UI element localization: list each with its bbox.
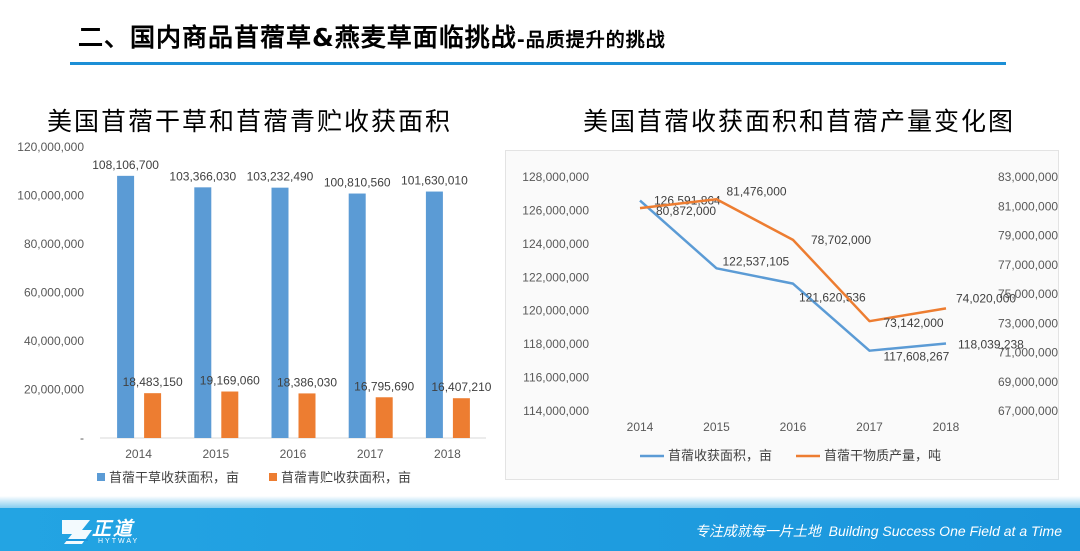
bar <box>452 398 470 438</box>
logo-subtext: HYTWAY <box>98 538 140 545</box>
bar <box>348 193 366 438</box>
x-tick-label: 2014 <box>125 447 152 461</box>
y-right-tick-label: 75,000,000 <box>998 287 1058 301</box>
legend-label: 苜蓿收获面积，亩 <box>668 448 772 463</box>
data-label: 18,386,030 <box>277 375 337 389</box>
footer-slogan: 专注成就每一片土地 Building Success One Field at … <box>695 521 1062 541</box>
y-right-tick-label: 83,000,000 <box>998 170 1058 184</box>
series-line <box>639 198 947 323</box>
bar <box>375 397 393 438</box>
data-label: 19,169,060 <box>200 374 260 388</box>
data-label: 73,142,000 <box>884 316 944 330</box>
y-right-tick-label: 69,000,000 <box>998 375 1058 389</box>
x-tick-label: 2015 <box>703 420 730 434</box>
x-tick-label: 2014 <box>627 420 654 434</box>
slogan-en: Building Success One Field at a Time <box>828 523 1062 539</box>
x-tick-label: 2016 <box>780 420 807 434</box>
data-label: 122,537,105 <box>723 254 790 268</box>
series-line <box>639 199 947 352</box>
data-label: 117,608,267 <box>884 350 950 364</box>
y-left-tick-label: 122,000,000 <box>522 270 589 284</box>
x-tick-label: 2016 <box>280 447 307 461</box>
data-label: 103,232,490 <box>247 170 314 184</box>
x-tick-label: 2018 <box>933 420 960 434</box>
bar-chart-title: 美国苜蓿干草和苜蓿青贮收获面积 <box>47 107 453 136</box>
line-chart: 114,000,000 116,000,000 118,000,000 120,000… <box>522 170 1058 463</box>
logo-icon <box>62 520 92 544</box>
y-tick-label: 80,000,000 <box>24 237 84 251</box>
bar <box>221 391 239 438</box>
y-tick-label: 120,000,000 <box>17 140 84 154</box>
y-left-tick-label: 116,000,000 <box>523 371 589 385</box>
y-left-tick-label: 120,000,000 <box>522 304 589 318</box>
y-left-tick-label: 118,000,000 <box>523 337 589 351</box>
bar <box>144 393 162 438</box>
line-chart-panel <box>505 150 1059 480</box>
line-chart-title: 美国苜蓿收获面积和苜蓿产量变化图 <box>583 107 1016 136</box>
y-right-tick-label: 73,000,000 <box>998 316 1058 330</box>
bar <box>117 175 135 438</box>
bar <box>425 191 443 438</box>
y-left-tick-label: 124,000,000 <box>522 237 589 251</box>
x-tick-label: 2015 <box>202 447 229 461</box>
bar <box>271 187 289 438</box>
data-label: 118,039,238 <box>958 337 1024 351</box>
slide-title: 二、国内商品苜蓿草&燕麦草面临挑战-品质提升的挑战 <box>78 18 666 54</box>
y-tick-label: 40,000,000 <box>24 334 84 348</box>
logo-text: 正道 <box>92 518 135 540</box>
legend-label: 苜蓿干物质产量，吨 <box>824 448 941 463</box>
data-label: 121,620,536 <box>799 291 866 305</box>
data-label: 16,407,210 <box>431 380 491 394</box>
data-label: 18,483,150 <box>123 375 183 389</box>
legend-swatch <box>97 473 105 481</box>
data-label: 108,106,700 <box>92 158 159 172</box>
x-tick-label: 2018 <box>434 447 461 461</box>
y-right-tick-label: 67,000,000 <box>998 404 1058 418</box>
x-tick-label: 2017 <box>357 447 384 461</box>
data-label: 74,020,000 <box>956 291 1016 305</box>
y-right-tick-label: 79,000,000 <box>998 229 1058 243</box>
footer-bar <box>0 508 1080 551</box>
legend-label: 苜蓿干草收获面积，亩 <box>109 470 239 485</box>
title-divider <box>70 62 1006 65</box>
data-label: 101,630,010 <box>401 174 468 188</box>
slide-title-sub: -品质提升的挑战 <box>516 29 666 51</box>
data-label: 78,702,000 <box>811 233 871 247</box>
y-tick-label: 60,000,000 <box>24 286 84 300</box>
y-tick-label: 100,000,000 <box>17 189 84 203</box>
y-tick-label: 20,000,000 <box>24 383 84 397</box>
data-label: 16,795,690 <box>354 379 414 393</box>
y-left-tick-label: 128,000,000 <box>522 170 589 184</box>
data-label: 100,810,560 <box>324 176 391 190</box>
y-right-tick-label: 77,000,000 <box>998 258 1058 272</box>
bar-chart: - 20,000,000 40,000,000 60,000,000 80,000,00… <box>17 140 491 485</box>
slogan-cn: 专注成就每一片土地 <box>694 523 821 539</box>
data-label: 103,366,030 <box>169 169 236 183</box>
y-tick-label: - <box>80 431 84 445</box>
legend-label: 苜蓿青贮收获面积，亩 <box>281 470 411 485</box>
y-left-tick-label: 126,000,000 <box>522 203 589 217</box>
y-left-tick-label: 114,000,000 <box>523 404 589 418</box>
slide-title-main: 二、国内商品苜蓿草&燕麦草面临挑战 <box>78 23 517 52</box>
data-label: 80,872,000 <box>656 204 716 218</box>
footer-gradient-band <box>0 496 1080 508</box>
data-label: 81,476,000 <box>727 184 787 198</box>
bar <box>298 393 316 438</box>
x-tick-label: 2017 <box>856 420 883 434</box>
y-right-tick-label: 71,000,000 <box>998 346 1058 360</box>
bar <box>194 187 212 438</box>
legend-swatch <box>269 473 277 481</box>
y-right-tick-label: 81,000,000 <box>998 199 1058 213</box>
